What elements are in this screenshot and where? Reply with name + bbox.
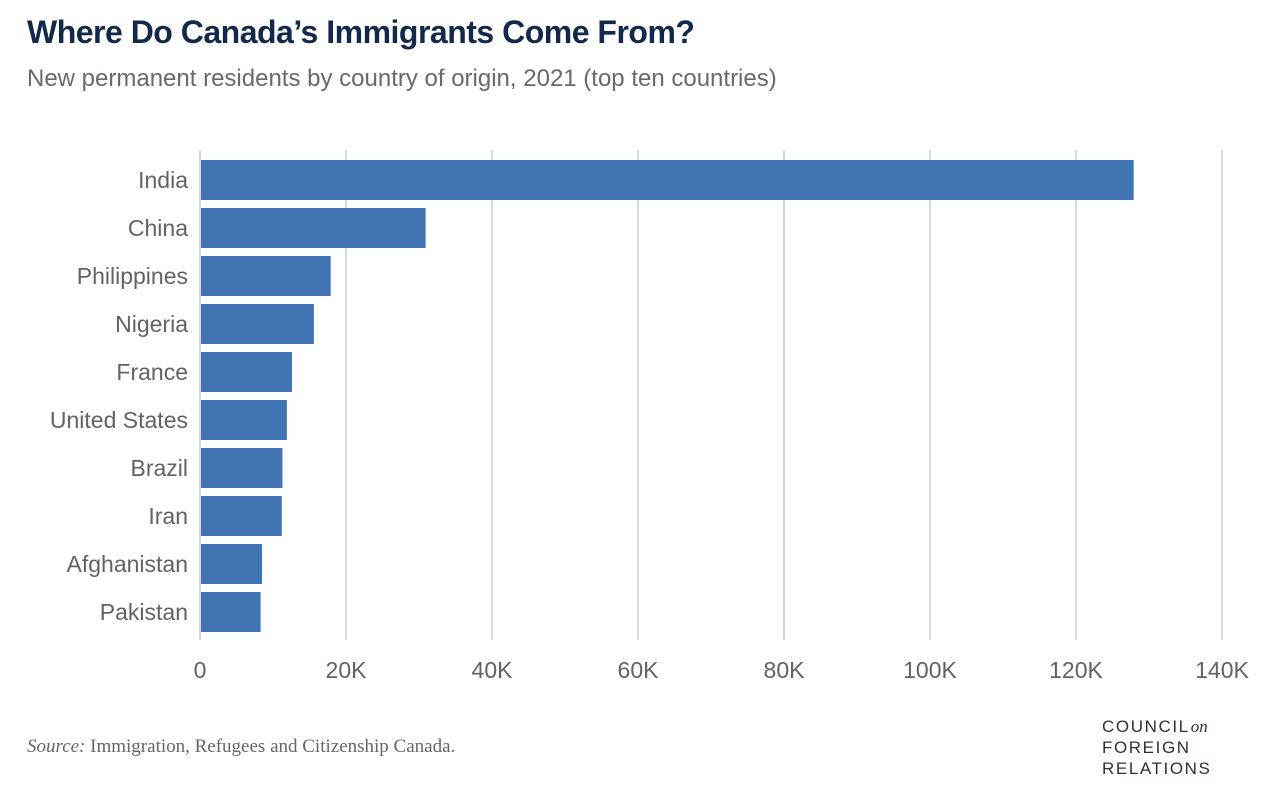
chart-subtitle: New permanent residents by country of or… [27, 65, 777, 92]
logo-on: on [1190, 717, 1208, 736]
source-text: Immigration, Refugees and Citizenship Ca… [85, 736, 456, 757]
bar [201, 448, 283, 488]
bar [201, 352, 292, 392]
logo-line1: COUNCIL [1102, 717, 1190, 736]
bars [201, 160, 1134, 632]
x-tick-label: 20K [326, 657, 368, 683]
source-note: Source: Immigration, Refugees and Citize… [27, 736, 455, 758]
bar [201, 256, 331, 296]
category-label: France [116, 359, 188, 385]
category-label: China [128, 215, 188, 241]
bar [201, 592, 261, 632]
chart-title: Where Do Canada’s Immigrants Come From? [27, 14, 695, 50]
x-tick-labels: 0 20K 40K 60K 80K 100K 120K 140K [194, 657, 1250, 683]
category-labels: India China Philippines Nigeria France United… [50, 167, 188, 625]
category-label: Iran [148, 503, 188, 529]
bar [201, 496, 282, 536]
bar [201, 160, 1134, 200]
x-tick-label: 100K [903, 657, 957, 683]
gridlines [199, 150, 1223, 640]
bar [201, 400, 287, 440]
x-tick-label: 80K [764, 657, 806, 683]
cfr-logo: COUNCILon FOREIGN RELATIONS [1102, 716, 1212, 779]
bar [201, 304, 314, 344]
source-label: Source: [27, 736, 86, 757]
category-label: India [138, 167, 188, 193]
x-tick-label: 60K [618, 657, 660, 683]
category-label: Philippines [77, 263, 188, 289]
bar [201, 208, 426, 248]
bar [201, 544, 263, 584]
x-tick-label: 120K [1049, 657, 1103, 683]
logo-line2: FOREIGN [1102, 738, 1191, 757]
category-label: Pakistan [100, 599, 188, 625]
x-tick-label: 140K [1195, 657, 1249, 683]
category-label: Nigeria [115, 311, 188, 337]
x-tick-label: 0 [194, 657, 207, 683]
logo-line3: RELATIONS [1102, 759, 1212, 778]
category-label: United States [50, 407, 188, 433]
category-label: Brazil [130, 455, 188, 481]
category-label: Afghanistan [67, 551, 188, 577]
x-tick-label: 40K [472, 657, 514, 683]
